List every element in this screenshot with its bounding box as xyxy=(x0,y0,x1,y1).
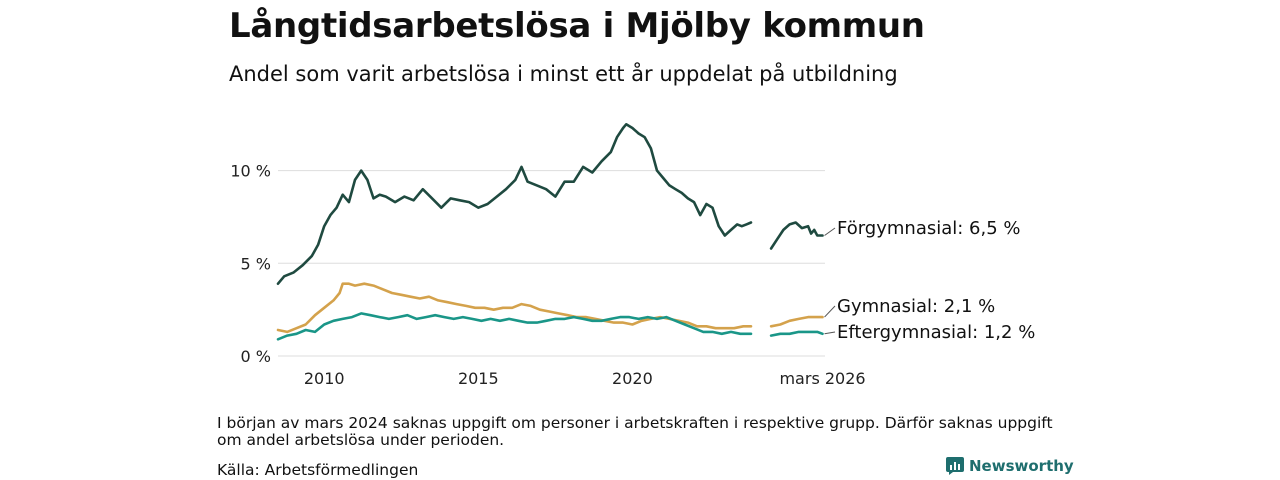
bar-chart-icon xyxy=(946,457,964,475)
footnote: I början av mars 2024 saknas uppgift om … xyxy=(217,414,1053,449)
source-text: Källa: Arbetsförmedlingen xyxy=(217,461,419,479)
series-line-gymnasial xyxy=(276,282,753,334)
label-leader-förgymnasial xyxy=(824,227,836,236)
x-tick-label: mars 2026 xyxy=(779,369,865,388)
y-tick-label: 0 % xyxy=(241,347,271,366)
y-tick-label: 10 % xyxy=(230,162,271,181)
chart-title: Långtidsarbetslösa i Mjölby kommun xyxy=(229,6,925,46)
series-line-förgymnasial xyxy=(276,123,753,285)
x-tick-label: 2020 xyxy=(612,369,653,388)
label-leader-eftergymnasial xyxy=(824,331,836,335)
x-tick-label: 2010 xyxy=(304,369,345,388)
chart-subtitle: Andel som varit arbetslösa i minst ett å… xyxy=(229,62,898,86)
brand-logo[interactable]: Newsworthy xyxy=(946,457,1074,475)
series-line-gymnasial-after-gap xyxy=(769,315,824,328)
series-label-eftergymnasial: Eftergymnasial: 1,2 % xyxy=(837,322,1035,343)
y-tick-label: 5 % xyxy=(241,254,271,273)
series-label-förgymnasial: Förgymnasial: 6,5 % xyxy=(837,218,1021,239)
series-line-eftergymnasial-after-gap xyxy=(769,330,824,337)
brand-name: Newsworthy xyxy=(969,457,1074,475)
series-line-eftergymnasial xyxy=(276,312,753,341)
label-leader-gymnasial xyxy=(824,305,836,318)
x-tick-label: 2015 xyxy=(458,369,499,388)
series-label-gymnasial: Gymnasial: 2,1 % xyxy=(837,296,995,317)
series-line-förgymnasial-after-gap xyxy=(769,221,824,250)
